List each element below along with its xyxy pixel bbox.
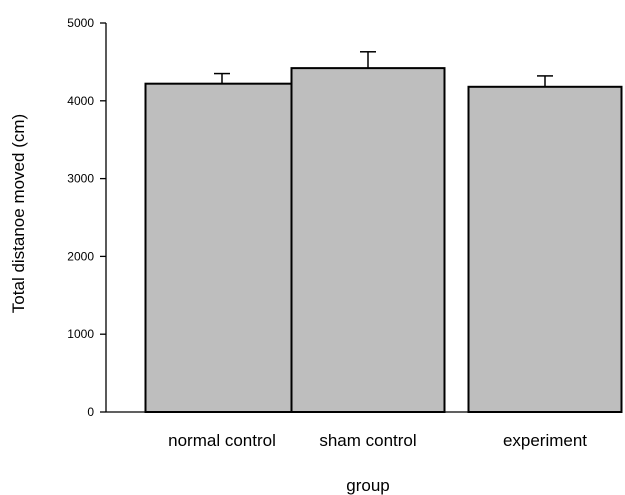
- y-tick-label: 1000: [67, 327, 94, 341]
- x-axis-title: group: [346, 476, 389, 495]
- y-tick-label: 4000: [67, 94, 94, 108]
- bar: [290, 67, 446, 414]
- y-axis: 0 1000 2000 3000 4000 5000: [67, 16, 107, 419]
- bars: [144, 67, 623, 414]
- bar: [144, 82, 300, 414]
- bar: [467, 85, 623, 414]
- y-tick-label: 5000: [67, 16, 94, 30]
- error-bars: [214, 51, 553, 87]
- x-tick-label: normal control: [168, 431, 276, 450]
- y-tick-label: 2000: [67, 249, 94, 263]
- y-tick-label: 0: [87, 405, 94, 419]
- y-axis-title: Total distanoe moved (cm): [9, 114, 28, 313]
- x-tick-label: experiment: [503, 431, 587, 450]
- x-axis: normal control sham control experiment: [106, 411, 615, 450]
- x-tick-label: sham control: [319, 431, 416, 450]
- y-tick-label: 3000: [67, 172, 94, 186]
